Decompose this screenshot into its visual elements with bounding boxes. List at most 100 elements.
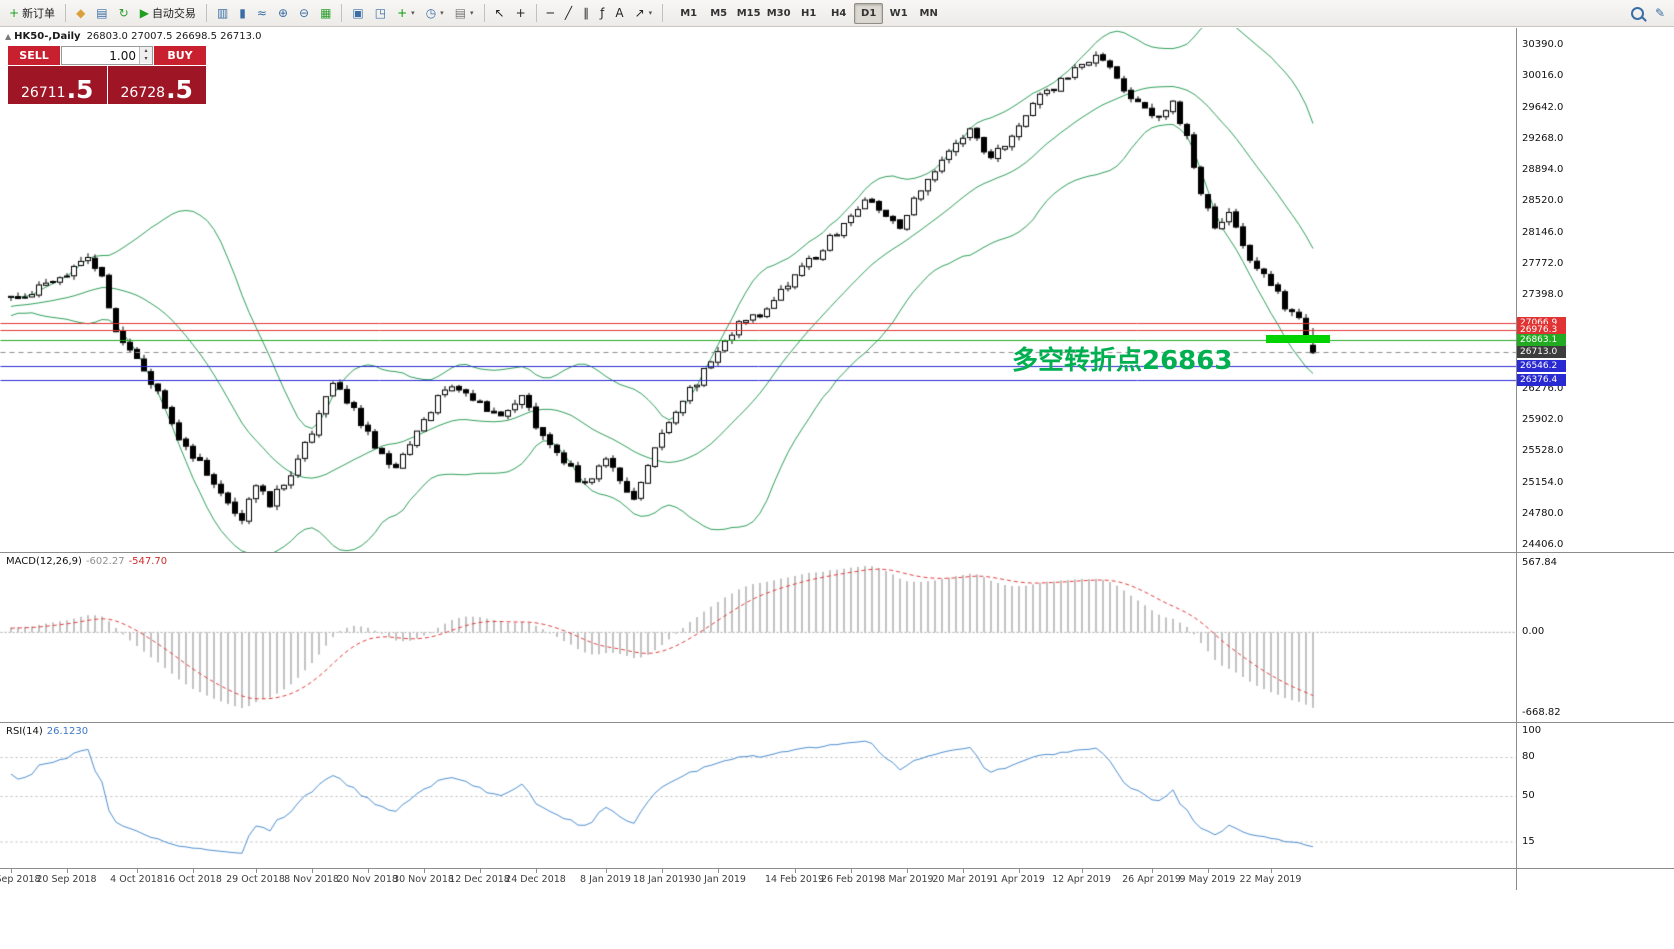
- date-tick: [367, 869, 369, 873]
- channel-button[interactable]: ∥: [578, 2, 594, 25]
- price-axis-label: 28146.0: [1522, 226, 1564, 238]
- macd-value-main: -602.27: [85, 556, 125, 567]
- crosshair-button[interactable]: +: [511, 2, 531, 25]
- cascade-windows-button[interactable]: ◳: [370, 2, 391, 25]
- date-tick: [10, 869, 12, 873]
- market-watch-icon: ▤: [96, 6, 108, 20]
- profiles-icon: ◆: [76, 6, 86, 20]
- volume-input[interactable]: 1.00 ▴ ▾: [61, 46, 153, 65]
- date-axis-label: 30 Jan 2019: [689, 874, 746, 885]
- timeframe-d1[interactable]: D1: [854, 2, 884, 24]
- indicators-button[interactable]: + ▾: [392, 2, 420, 25]
- crosshair-icon: +: [515, 6, 526, 20]
- rsi-axis-label: 80: [1522, 751, 1535, 762]
- timeframe-m15[interactable]: M15: [736, 7, 761, 19]
- candlestick-chart-button[interactable]: ▮: [234, 2, 251, 25]
- date-tick: [311, 869, 313, 873]
- new-order-button[interactable]: + 新订单: [4, 2, 60, 25]
- date-axis-separator: [0, 868, 1674, 869]
- dropdown-caret-icon: ▾: [648, 9, 653, 17]
- date-tick: [717, 869, 719, 873]
- buy-button[interactable]: BUY: [154, 46, 206, 65]
- price-tag: 26863.1: [1517, 333, 1566, 346]
- autotrading-button-label: 自动交易: [151, 7, 196, 20]
- price-axis-label: 25528.0: [1522, 445, 1564, 457]
- price-axis-label: 25154.0: [1522, 476, 1564, 488]
- buy-price-button[interactable]: 26728.5: [107, 66, 206, 104]
- profiles-button[interactable]: ◆: [71, 2, 90, 25]
- price-tag: 26546.2: [1517, 360, 1566, 373]
- bar-chart-button[interactable]: ▥: [212, 2, 233, 25]
- price-axis-label: 28520.0: [1522, 195, 1564, 207]
- refresh-button[interactable]: ↻: [114, 2, 134, 25]
- macd-chart-canvas[interactable]: [0, 553, 1516, 722]
- market-watch-button[interactable]: ▤: [91, 2, 112, 25]
- trendline-button[interactable]: ╱: [560, 2, 577, 25]
- rsi-chart-canvas[interactable]: [0, 723, 1516, 868]
- macd-value-signal: -547.70: [128, 556, 168, 567]
- toolbar-separator: [535, 4, 537, 22]
- autotrading-button[interactable]: ▶ 自动交易: [135, 2, 201, 25]
- text-button[interactable]: A: [610, 2, 628, 25]
- date-tick: [136, 869, 138, 873]
- sell-price-frac: .5: [66, 75, 94, 104]
- timeframe-w1[interactable]: W1: [889, 7, 908, 19]
- cursor-button[interactable]: ↖: [490, 2, 510, 25]
- rsi-axis-label: 100: [1522, 725, 1542, 736]
- zoom-out-icon: ⊖: [299, 6, 310, 20]
- panel-separator[interactable]: [0, 722, 1674, 723]
- panel-separator[interactable]: [0, 552, 1674, 553]
- volume-up-button[interactable]: ▴: [140, 47, 152, 55]
- price-tag: 26376.4: [1517, 374, 1566, 387]
- sell-price-button[interactable]: 26711.5: [8, 66, 107, 104]
- date-tick: [906, 869, 908, 873]
- periods-button[interactable]: ◷ ▾: [421, 2, 449, 25]
- candlestick-chart-icon: ▮: [239, 6, 246, 20]
- chart-annotation-text[interactable]: 多空转折点26863: [1012, 346, 1233, 376]
- toolbar-separator: [662, 4, 664, 22]
- timeframe-m1[interactable]: M1: [680, 7, 698, 19]
- timeframe-mn[interactable]: MN: [919, 7, 938, 19]
- symbol-search-button[interactable]: [1626, 2, 1649, 25]
- tile-windows-button[interactable]: ▣: [347, 2, 368, 25]
- quick-edit-button[interactable]: ✎: [1650, 2, 1670, 25]
- periods-icon: ◷: [425, 6, 437, 20]
- price-axis-label: 29268.0: [1522, 132, 1564, 144]
- chart-title: HK50-,Daily: [14, 31, 81, 42]
- arrows-button[interactable]: ↗ ▾: [630, 2, 658, 25]
- line-chart-button[interactable]: ≈: [252, 2, 272, 25]
- price-tag: 26713.0: [1517, 346, 1566, 359]
- rsi-axis-label: 50: [1522, 790, 1535, 801]
- volume-down-button[interactable]: ▾: [140, 55, 152, 63]
- timeframe-h4[interactable]: H4: [831, 7, 847, 19]
- horizontal-line-button[interactable]: ─: [542, 2, 559, 25]
- date-tick: [479, 869, 481, 873]
- timeframe-m30[interactable]: M30: [766, 7, 791, 19]
- date-axis-label: 29 Oct 2018: [226, 874, 285, 885]
- bar-chart-icon: ▥: [216, 6, 229, 20]
- grid-button[interactable]: ▦: [315, 2, 336, 25]
- chart-collapse-icon[interactable]: ▲: [5, 32, 12, 41]
- dropdown-caret-icon: ▾: [411, 9, 415, 17]
- level-highlight-bar[interactable]: [1266, 335, 1330, 343]
- price-chart-canvas[interactable]: [0, 28, 1516, 552]
- zoom-in-button[interactable]: ⊕: [273, 2, 293, 25]
- templates-button[interactable]: ▤ ▾: [450, 2, 479, 25]
- trendline-icon: ╱: [564, 6, 573, 20]
- date-tick: [1151, 869, 1153, 873]
- zoom-out-button[interactable]: ⊖: [294, 2, 314, 25]
- arrows-icon: ↗: [634, 6, 645, 20]
- date-axis-label: 8 Mar 2019: [879, 874, 934, 885]
- date-axis-label: 12 Apr 2019: [1052, 874, 1111, 885]
- price-axis-label: 27772.0: [1522, 257, 1564, 269]
- timeframe-h1[interactable]: H1: [801, 7, 817, 19]
- fibonacci-button[interactable]: ƒ: [595, 2, 609, 25]
- sell-button[interactable]: SELL: [8, 46, 60, 65]
- date-axis-label: 20 Nov 2018: [337, 874, 398, 885]
- horizontal-line-icon: ─: [546, 6, 554, 20]
- date-axis-label: 8 Jan 2019: [580, 874, 631, 885]
- toolbar-separator: [205, 4, 207, 22]
- timeframe-m5[interactable]: M5: [710, 7, 728, 19]
- date-tick: [1270, 869, 1272, 873]
- dropdown-caret-icon: ▾: [470, 9, 474, 17]
